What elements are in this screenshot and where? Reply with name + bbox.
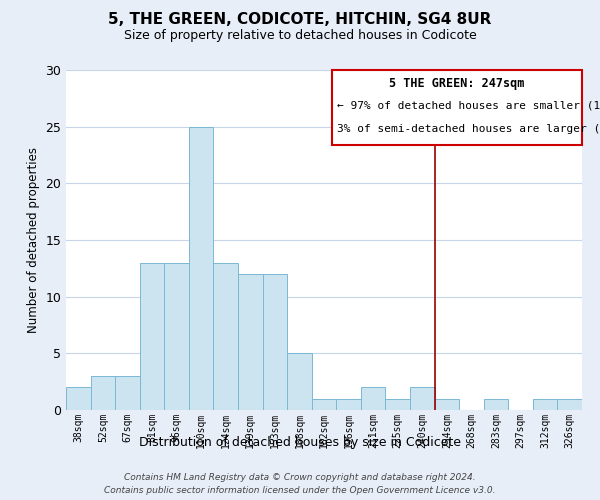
Text: 3% of semi-detached houses are larger (3) →: 3% of semi-detached houses are larger (3… bbox=[337, 124, 600, 134]
Bar bbox=[336, 398, 361, 410]
Text: Contains public sector information licensed under the Open Government Licence v3: Contains public sector information licen… bbox=[104, 486, 496, 495]
Text: Contains HM Land Registry data © Crown copyright and database right 2024.: Contains HM Land Registry data © Crown c… bbox=[124, 474, 476, 482]
Text: 5 THE GREEN: 247sqm: 5 THE GREEN: 247sqm bbox=[389, 77, 524, 90]
Bar bbox=[533, 398, 557, 410]
Bar bbox=[238, 274, 263, 410]
Bar bbox=[287, 354, 312, 410]
Text: Size of property relative to detached houses in Codicote: Size of property relative to detached ho… bbox=[124, 29, 476, 42]
Bar bbox=[115, 376, 140, 410]
Bar bbox=[66, 388, 91, 410]
Y-axis label: Number of detached properties: Number of detached properties bbox=[27, 147, 40, 333]
Bar bbox=[312, 398, 336, 410]
Bar bbox=[434, 398, 459, 410]
Bar bbox=[164, 262, 189, 410]
Bar bbox=[91, 376, 115, 410]
Bar bbox=[189, 126, 214, 410]
Bar bbox=[557, 398, 582, 410]
Bar bbox=[361, 388, 385, 410]
Text: ← 97% of detached houses are smaller (107): ← 97% of detached houses are smaller (10… bbox=[337, 100, 600, 110]
Bar bbox=[484, 398, 508, 410]
Text: Distribution of detached houses by size in Codicote: Distribution of detached houses by size … bbox=[139, 436, 461, 449]
Bar bbox=[214, 262, 238, 410]
Bar bbox=[140, 262, 164, 410]
FancyBboxPatch shape bbox=[332, 70, 582, 145]
Bar bbox=[263, 274, 287, 410]
Bar bbox=[385, 398, 410, 410]
Text: 5, THE GREEN, CODICOTE, HITCHIN, SG4 8UR: 5, THE GREEN, CODICOTE, HITCHIN, SG4 8UR bbox=[109, 12, 491, 28]
Bar bbox=[410, 388, 434, 410]
